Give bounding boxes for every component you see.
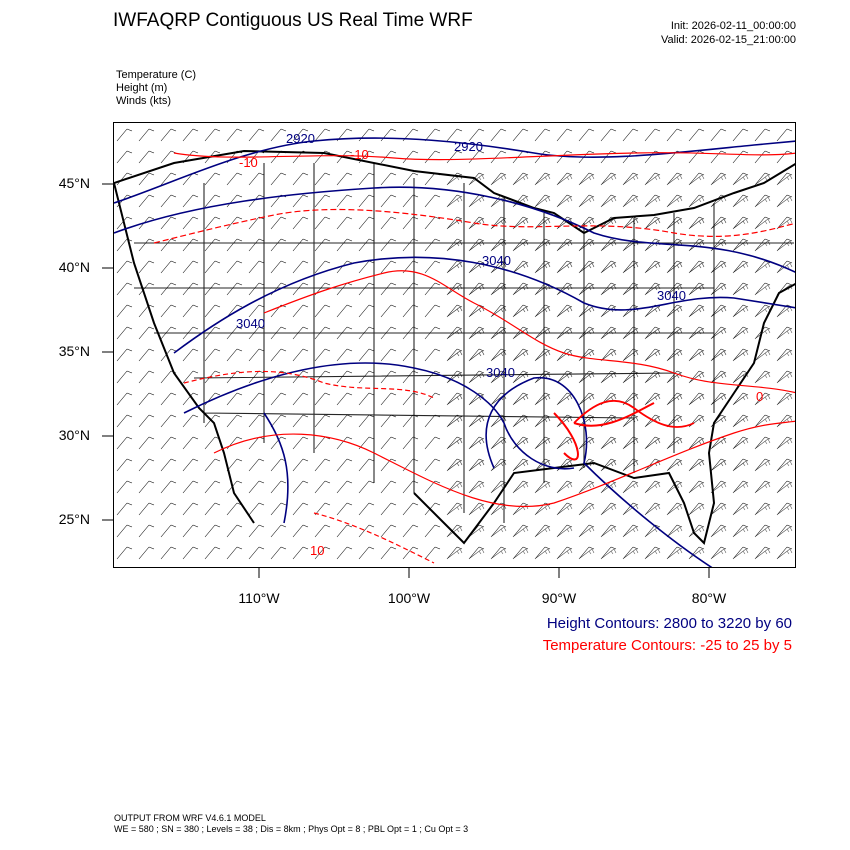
field-label-height: Height (m) xyxy=(116,82,168,94)
height-contours xyxy=(114,137,795,567)
field-label-temperature: Temperature (C) xyxy=(116,69,197,81)
temperature-label: 10 xyxy=(310,543,324,558)
map-panel: 2920 2920 3040 3040 3040 3040 -10 -10 0 … xyxy=(113,122,796,568)
lat-label: 45°N xyxy=(58,175,90,191)
height-label: 3040 xyxy=(486,365,515,380)
model-footer: OUTPUT FROM WRF V4.6.1 MODEL xyxy=(114,813,266,823)
height-label: 3040 xyxy=(236,316,265,331)
temperature-label: -10 xyxy=(350,147,369,162)
temperature-label: -10 xyxy=(239,155,258,170)
model-config-footer: WE = 580 ; SN = 380 ; Levels = 38 ; Dis … xyxy=(114,824,469,834)
lat-label: 30°N xyxy=(58,427,90,443)
lon-label: 100°W xyxy=(387,590,431,606)
lat-ticks xyxy=(102,183,113,521)
height-label: 2920 xyxy=(286,131,315,146)
lon-label: 110°W xyxy=(238,590,280,606)
valid-time: Valid: 2026-02-15_21:00:00 xyxy=(661,34,796,46)
lon-label: 90°W xyxy=(541,590,577,606)
field-label-winds: Winds (kts) xyxy=(116,95,171,107)
height-contour-legend: Height Contours: 2800 to 3220 by 60 xyxy=(546,615,792,632)
height-label: 3040 xyxy=(482,253,511,268)
county-borders xyxy=(444,213,744,473)
lat-label: 35°N xyxy=(58,343,90,359)
height-label: 3040 xyxy=(657,288,686,303)
height-label: 2920 xyxy=(454,139,483,154)
plot-title: IWFAQRP Contiguous US Real Time WRF xyxy=(113,10,473,31)
contour-labels: 2920 2920 3040 3040 3040 3040 -10 -10 0 … xyxy=(236,131,763,558)
lon-ticks xyxy=(258,568,710,578)
lon-label: 80°W xyxy=(691,590,727,606)
temperature-label: 0 xyxy=(756,389,763,404)
temperature-contour-legend: Temperature Contours: -25 to 25 by 5 xyxy=(542,637,792,654)
lat-label: 40°N xyxy=(58,259,90,275)
temperature-contours xyxy=(153,152,795,564)
init-time: Init: 2026-02-11_00:00:00 xyxy=(670,20,796,32)
coastline xyxy=(114,149,795,545)
lat-label: 25°N xyxy=(58,511,90,527)
map-canvas: 2920 2920 3040 3040 3040 3040 -10 -10 0 … xyxy=(114,123,795,567)
